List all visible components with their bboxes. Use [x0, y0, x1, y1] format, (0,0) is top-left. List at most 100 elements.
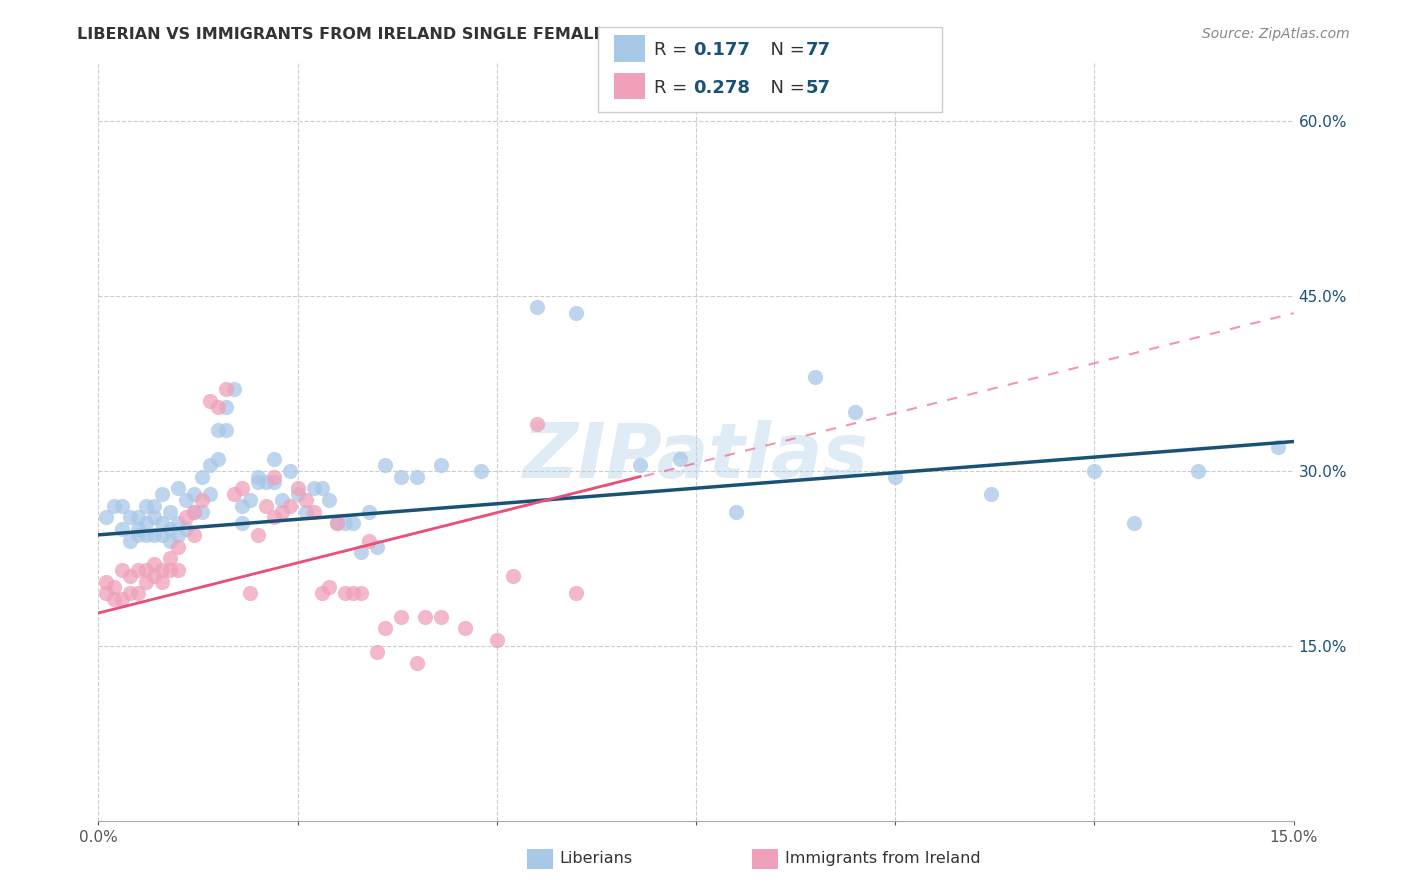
Point — [127, 522, 149, 536]
Point — [222, 382, 245, 396]
Point — [183, 487, 205, 501]
Point — [342, 586, 364, 600]
Point — [565, 306, 588, 320]
Point — [565, 586, 588, 600]
Point — [374, 458, 396, 472]
Point — [263, 469, 285, 483]
Point — [198, 458, 221, 472]
Point — [135, 563, 157, 577]
Point — [430, 609, 453, 624]
Point — [231, 481, 253, 495]
Point — [127, 586, 149, 600]
Point — [294, 492, 316, 507]
Point — [406, 469, 429, 483]
Point — [246, 475, 269, 490]
Point — [980, 487, 1002, 501]
Point — [135, 499, 157, 513]
Point — [215, 400, 238, 414]
Point — [111, 499, 134, 513]
Point — [120, 533, 142, 548]
Point — [318, 492, 340, 507]
Point — [120, 510, 142, 524]
Point — [302, 481, 325, 495]
Point — [207, 423, 229, 437]
Point — [302, 504, 325, 518]
Point — [127, 563, 149, 577]
Point — [103, 499, 125, 513]
Point — [335, 586, 357, 600]
Point — [844, 405, 866, 419]
Point — [96, 586, 118, 600]
Point — [342, 516, 364, 531]
Point — [183, 504, 205, 518]
Point — [135, 574, 157, 589]
Point — [326, 516, 349, 531]
Point — [103, 580, 125, 594]
Point — [246, 469, 269, 483]
Point — [628, 458, 651, 472]
Point — [485, 632, 508, 647]
Point — [159, 533, 181, 548]
Point — [287, 481, 309, 495]
Point — [350, 586, 373, 600]
Point — [406, 656, 429, 670]
Point — [359, 504, 381, 518]
Point — [127, 528, 149, 542]
Point — [526, 301, 548, 315]
Point — [413, 609, 436, 624]
Point — [207, 452, 229, 467]
Point — [287, 487, 309, 501]
Point — [150, 516, 173, 531]
Point — [150, 574, 173, 589]
Point — [502, 568, 524, 582]
Point — [270, 504, 292, 518]
Point — [246, 528, 269, 542]
Point — [1187, 464, 1209, 478]
Point — [350, 545, 373, 559]
Point — [311, 586, 333, 600]
Point — [159, 504, 181, 518]
Point — [143, 499, 166, 513]
Text: Liberians: Liberians — [560, 852, 633, 866]
Point — [159, 522, 181, 536]
Point — [198, 393, 221, 408]
Point — [724, 504, 747, 518]
Point — [389, 469, 412, 483]
Point — [143, 510, 166, 524]
Point — [191, 469, 214, 483]
Point — [159, 551, 181, 566]
Point — [150, 528, 173, 542]
Point — [239, 492, 262, 507]
Point — [263, 475, 285, 490]
Point — [231, 516, 253, 531]
Text: LIBERIAN VS IMMIGRANTS FROM IRELAND SINGLE FEMALE POVERTY CORRELATION CHART: LIBERIAN VS IMMIGRANTS FROM IRELAND SING… — [77, 27, 890, 42]
Point — [254, 499, 277, 513]
Point — [143, 557, 166, 571]
Point — [215, 423, 238, 437]
Point — [167, 481, 190, 495]
Point — [278, 499, 301, 513]
Point — [183, 528, 205, 542]
Point — [159, 563, 181, 577]
Point — [135, 528, 157, 542]
Point — [389, 609, 412, 624]
Point — [143, 528, 166, 542]
Point — [231, 499, 253, 513]
Point — [311, 481, 333, 495]
Point — [366, 540, 388, 554]
Point — [430, 458, 453, 472]
Point — [270, 492, 292, 507]
Point — [150, 487, 173, 501]
Point — [239, 586, 262, 600]
Point — [318, 580, 340, 594]
Point — [174, 492, 197, 507]
Text: N =: N = — [759, 78, 811, 96]
Point — [526, 417, 548, 431]
Point — [263, 452, 285, 467]
Point — [96, 510, 118, 524]
Point — [120, 586, 142, 600]
Point — [207, 400, 229, 414]
Text: ZIPatlas: ZIPatlas — [523, 420, 869, 493]
Text: 77: 77 — [806, 42, 831, 60]
Point — [143, 568, 166, 582]
